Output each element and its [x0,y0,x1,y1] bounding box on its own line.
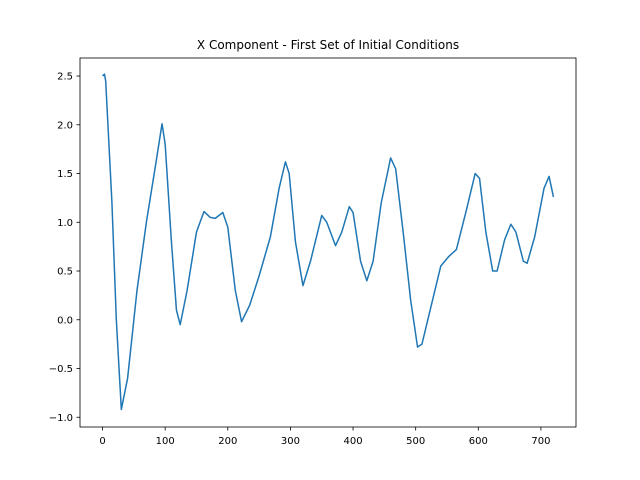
y-tick-label: 1.0 [57,218,73,229]
y-tick-label: −1.0 [49,413,73,424]
y-tick-label: 2.5 [57,72,73,83]
x-tick-label: 100 [156,436,175,447]
y-tick-label: 2.0 [57,120,73,131]
y-tick-label: 0.5 [57,267,73,278]
x-tick-label: 200 [218,436,237,447]
x-tick-label: 700 [531,436,550,447]
y-tick-label: −0.5 [49,364,73,375]
x-tick-label: 500 [406,436,425,447]
line [102,73,555,411]
axes-frame [79,57,577,428]
x-tick-label: 600 [469,436,488,447]
y-tick-label: 1.5 [57,169,73,180]
x-tick-label: 0 [99,436,105,447]
y-tick-label: 0.0 [57,315,73,326]
x-tick-label: 400 [344,436,363,447]
x-tick-label: 300 [281,436,300,447]
chart-title: X Component - First Set of Initial Condi… [197,38,459,52]
